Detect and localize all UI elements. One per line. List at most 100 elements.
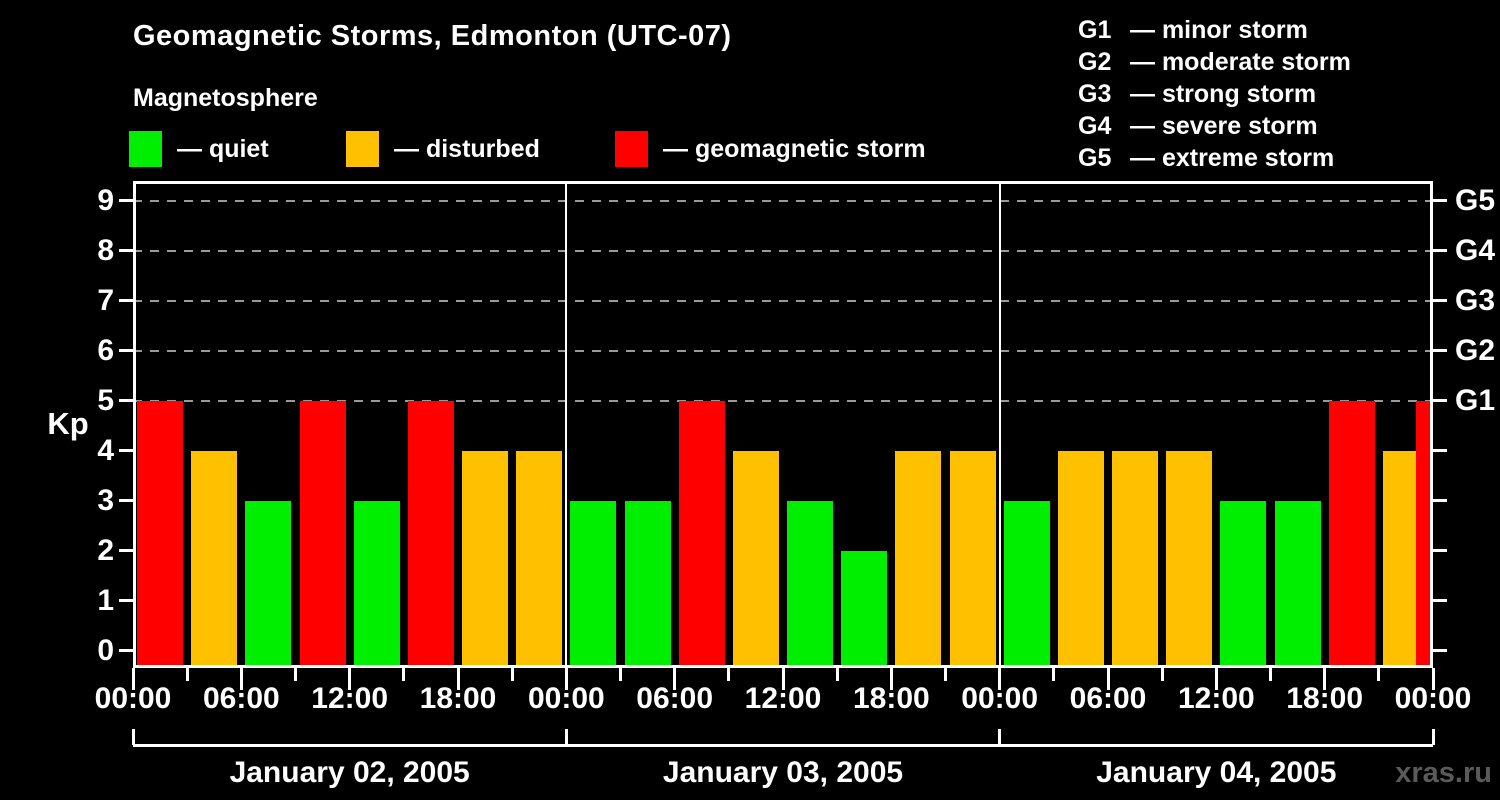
date-bracket-tick — [998, 729, 1002, 745]
y-axis-tick-right — [1433, 349, 1447, 353]
gridline-kp9 — [133, 199, 1433, 202]
x-axis-tick — [944, 668, 947, 681]
x-axis-time-label: 06:00 — [636, 682, 714, 715]
y-axis-label: 1 — [97, 583, 114, 617]
legend-item-storm: — geomagnetic storm — [615, 130, 926, 168]
y-axis-tick-left — [119, 599, 133, 603]
x-axis-tick — [1431, 668, 1435, 690]
legend-item-quiet: — quiet — [129, 130, 269, 168]
y-axis-tick-right — [1433, 399, 1447, 403]
kp-bar — [1328, 400, 1375, 668]
right-axis-label-g2: G2 — [1455, 333, 1496, 367]
y-axis-label: 2 — [97, 533, 114, 567]
chart-subtitle: Magnetosphere — [133, 84, 318, 112]
x-axis-tick — [1106, 668, 1110, 690]
day-separator — [565, 181, 568, 668]
quiet-color-swatch — [129, 131, 162, 167]
right-axis-label-g3: G3 — [1455, 283, 1496, 317]
plot-frame-top — [133, 181, 1433, 184]
kp-bar — [299, 400, 346, 668]
g-scale-legend: G1 — minor storm G2 — moderate storm G3 … — [1078, 14, 1351, 174]
gridline-kp8 — [133, 249, 1433, 252]
date-bracket-tick — [131, 729, 135, 745]
kp-bar — [841, 550, 888, 668]
plot-frame-bottom — [133, 665, 1433, 668]
x-axis-time-label: 12:00 — [311, 682, 389, 715]
legend-item-disturbed: — disturbed — [346, 130, 540, 168]
x-axis-tick — [294, 668, 297, 681]
x-axis-tick — [348, 668, 352, 690]
x-axis-tick — [456, 668, 460, 690]
x-axis-time-label: 18:00 — [852, 682, 930, 715]
y-axis-tick-right — [1433, 549, 1447, 553]
g3-description: — strong storm — [1130, 80, 1317, 108]
kp-bar — [407, 400, 454, 668]
disturbed-color-swatch — [346, 131, 379, 167]
kp-bar — [1274, 500, 1321, 668]
g2-code: G2 — [1078, 48, 1112, 76]
x-axis-tick — [131, 668, 135, 690]
y-axis-tick-left — [119, 449, 133, 453]
gridline-kp5 — [133, 399, 1433, 402]
x-axis-time-label: 12:00 — [744, 682, 822, 715]
kp-bar — [137, 400, 183, 668]
x-axis-tick — [889, 668, 893, 690]
kp-bar — [191, 450, 238, 668]
x-axis-time-label: 00:00 — [527, 682, 605, 715]
y-axis-tick-right — [1433, 649, 1447, 653]
day-separator — [998, 181, 1001, 668]
kp-bar — [1003, 500, 1050, 668]
x-axis-tick — [1160, 668, 1164, 681]
y-axis-tick-left — [119, 499, 133, 503]
x-axis-time-label: 06:00 — [202, 682, 280, 715]
y-axis-label: 4 — [97, 433, 114, 467]
kp-bar — [353, 500, 400, 668]
date-label: January 02, 2005 — [229, 756, 470, 789]
x-axis-time-label: 00:00 — [961, 682, 1039, 715]
y-axis-tick-left — [119, 299, 133, 303]
kp-bar — [1112, 450, 1158, 668]
g1-description: — minor storm — [1130, 16, 1308, 44]
xras-watermark: xras.ru — [1395, 757, 1492, 789]
x-axis-tick — [619, 668, 622, 681]
kp-bar — [678, 400, 725, 668]
y-axis-tick-right — [1433, 299, 1447, 303]
right-axis-label-g4: G4 — [1455, 233, 1496, 267]
date-label: January 04, 2005 — [1096, 756, 1337, 789]
kp-bar — [895, 450, 942, 668]
x-axis-tick — [564, 668, 568, 690]
y-axis-tick-right — [1433, 199, 1447, 203]
plot-frame-right — [1430, 181, 1433, 668]
g-legend-row-g4: G4 — severe storm — [1078, 110, 1351, 142]
x-axis-time-label: 18:00 — [419, 682, 497, 715]
kp-bar — [949, 450, 996, 668]
g4-description: — severe storm — [1130, 112, 1318, 140]
kp-bar — [1166, 450, 1213, 668]
y-axis-tick-left — [119, 549, 133, 553]
date-bracket-tick — [1431, 729, 1435, 745]
y-axis-tick-right — [1433, 249, 1447, 253]
g2-description: — moderate storm — [1130, 48, 1351, 76]
g5-description: — extreme storm — [1130, 144, 1335, 172]
kp-bar — [245, 500, 292, 668]
date-bracket-tick — [564, 729, 568, 745]
y-axis-tick-left — [119, 349, 133, 353]
legend-label-storm: — geomagnetic storm — [663, 134, 926, 163]
y-axis-tick-right — [1433, 599, 1447, 603]
g-legend-row-g5: G5 — extreme storm — [1078, 142, 1351, 174]
chart-title: Geomagnetic Storms, Edmonton (UTC-07) — [133, 20, 732, 52]
y-axis-label: 0 — [97, 633, 114, 667]
kp-bar-partial — [1416, 400, 1430, 668]
y-axis-label: 5 — [97, 383, 114, 417]
kp-bar — [732, 450, 779, 668]
y-axis-label: 3 — [97, 483, 114, 517]
legend-label-disturbed: — disturbed — [394, 134, 540, 163]
y-axis-label: 7 — [97, 283, 114, 317]
x-axis-tick — [1323, 668, 1327, 690]
plot-area — [133, 181, 1433, 668]
kp-bar — [624, 500, 671, 668]
gridline-kp7 — [133, 299, 1433, 302]
x-axis-time-label: 00:00 — [94, 682, 172, 715]
kp-bar — [1220, 500, 1267, 668]
date-bracket-line — [133, 744, 1433, 747]
